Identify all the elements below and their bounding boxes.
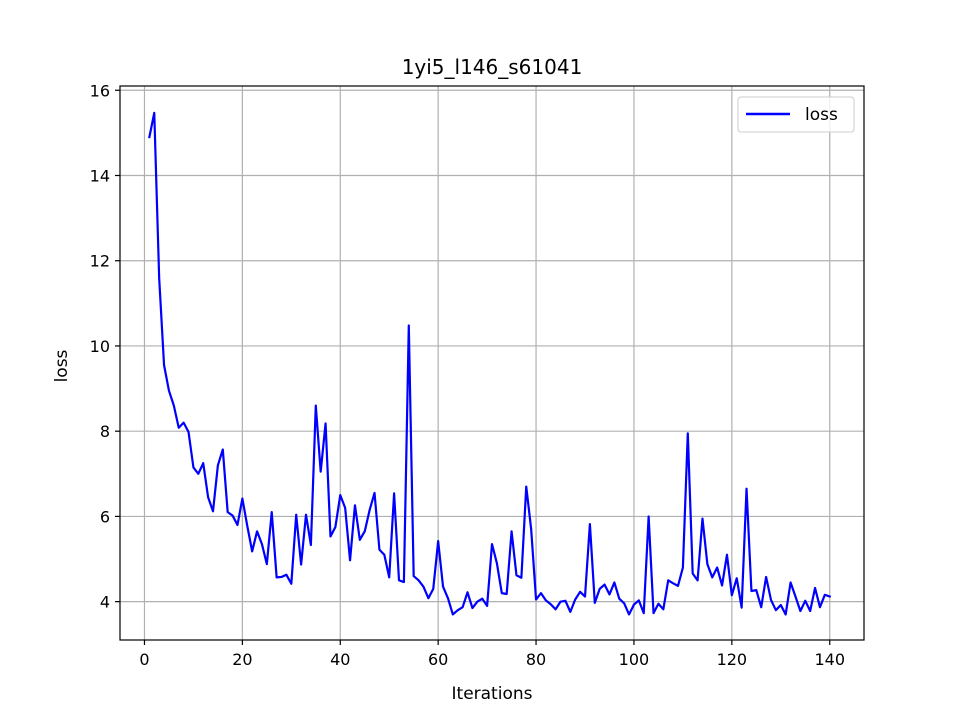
axis-ticks: 0 20 40 60 80 100 120 140 4 6 8 10 12 14 16: [90, 81, 845, 669]
x-tick-label: 0: [139, 650, 149, 669]
y-tick-label: 6: [100, 507, 110, 526]
legend: loss: [737, 96, 855, 133]
series-line-loss: [148, 111, 832, 616]
x-axis-label: Iterations: [452, 684, 533, 704]
y-tick-label: 8: [100, 422, 110, 441]
legend-box: [737, 96, 855, 133]
series-layer: [148, 111, 832, 616]
y-tick-label: 12: [90, 252, 110, 271]
x-tick-label: 140: [814, 650, 845, 669]
y-tick-label: 10: [90, 337, 110, 356]
y-tick-label: 14: [90, 166, 110, 185]
grid-lines: [120, 86, 864, 640]
x-tick-label: 20: [232, 650, 252, 669]
x-tick-label: 40: [330, 650, 350, 669]
x-tick-label: 120: [717, 650, 748, 669]
x-tick-label: 100: [619, 650, 650, 669]
y-tick-label: 4: [100, 593, 110, 612]
x-tick-label: 80: [526, 650, 546, 669]
y-tick-label: 16: [90, 81, 110, 100]
y-axis-label: loss: [52, 349, 72, 382]
legend-label-loss: loss: [805, 105, 838, 125]
chart-title: 1yi5_l146_s61041: [402, 55, 583, 79]
x-tick-label: 60: [428, 650, 448, 669]
plot-frame: [119, 85, 865, 641]
